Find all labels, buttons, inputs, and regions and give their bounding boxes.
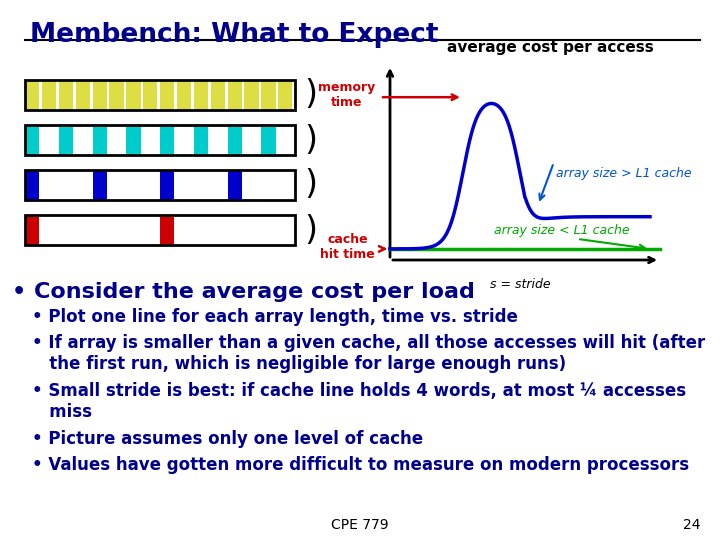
Text: Membench: What to Expect: Membench: What to Expect [30,22,438,48]
Text: ): ) [301,124,321,157]
Bar [194,80,208,110]
Bar [25,125,40,155]
Bar [25,80,40,110]
Bar [92,125,107,155]
Bar [42,80,56,110]
Text: ): ) [301,168,321,201]
Bar [25,125,295,155]
Bar [92,170,107,200]
Bar [25,215,40,245]
Text: 24: 24 [683,518,700,532]
Bar [25,80,295,110]
Bar [109,80,124,110]
Bar [160,170,174,200]
Bar [59,80,73,110]
Text: average cost per access: average cost per access [446,40,653,55]
Bar [211,80,225,110]
Text: • Consider the average cost per load: • Consider the average cost per load [12,282,475,302]
Text: CPE 779: CPE 779 [331,518,389,532]
Bar [25,170,40,200]
Text: • If array is smaller than a given cache, all those accesses will hit (after
   : • If array is smaller than a given cache… [32,334,706,373]
Bar [228,170,242,200]
Bar [160,80,174,110]
Text: array size > L1 cache: array size > L1 cache [557,167,692,180]
Text: • Picture assumes only one level of cache: • Picture assumes only one level of cach… [32,430,423,448]
Text: • Values have gotten more difficult to measure on modern processors: • Values have gotten more difficult to m… [32,456,689,474]
Bar [126,125,140,155]
Text: s = stride: s = stride [490,278,550,291]
Bar [261,125,276,155]
Text: cache
hit time: cache hit time [320,233,375,261]
Text: ): ) [301,78,321,111]
Text: • Plot one line for each array length, time vs. stride: • Plot one line for each array length, t… [32,308,518,326]
Bar [76,80,90,110]
Bar [25,125,295,155]
Bar [244,80,258,110]
Bar [25,80,295,110]
Bar [160,215,174,245]
Bar [25,170,295,200]
Text: array size < L1 cache: array size < L1 cache [494,224,629,237]
Bar [25,170,295,200]
Text: ): ) [301,213,321,246]
Bar [59,125,73,155]
Text: • Small stride is best: if cache line holds 4 words, at most ¼ accesses
   miss: • Small stride is best: if cache line ho… [32,382,686,421]
Bar [228,80,242,110]
Bar [194,125,208,155]
Text: memory
time: memory time [318,81,375,109]
Bar [25,215,295,245]
Bar [160,125,174,155]
Bar [177,80,192,110]
Bar [228,125,242,155]
Bar [278,80,292,110]
Bar [92,80,107,110]
Bar [25,215,295,245]
Bar [126,80,140,110]
Bar [261,80,276,110]
Bar [143,80,158,110]
